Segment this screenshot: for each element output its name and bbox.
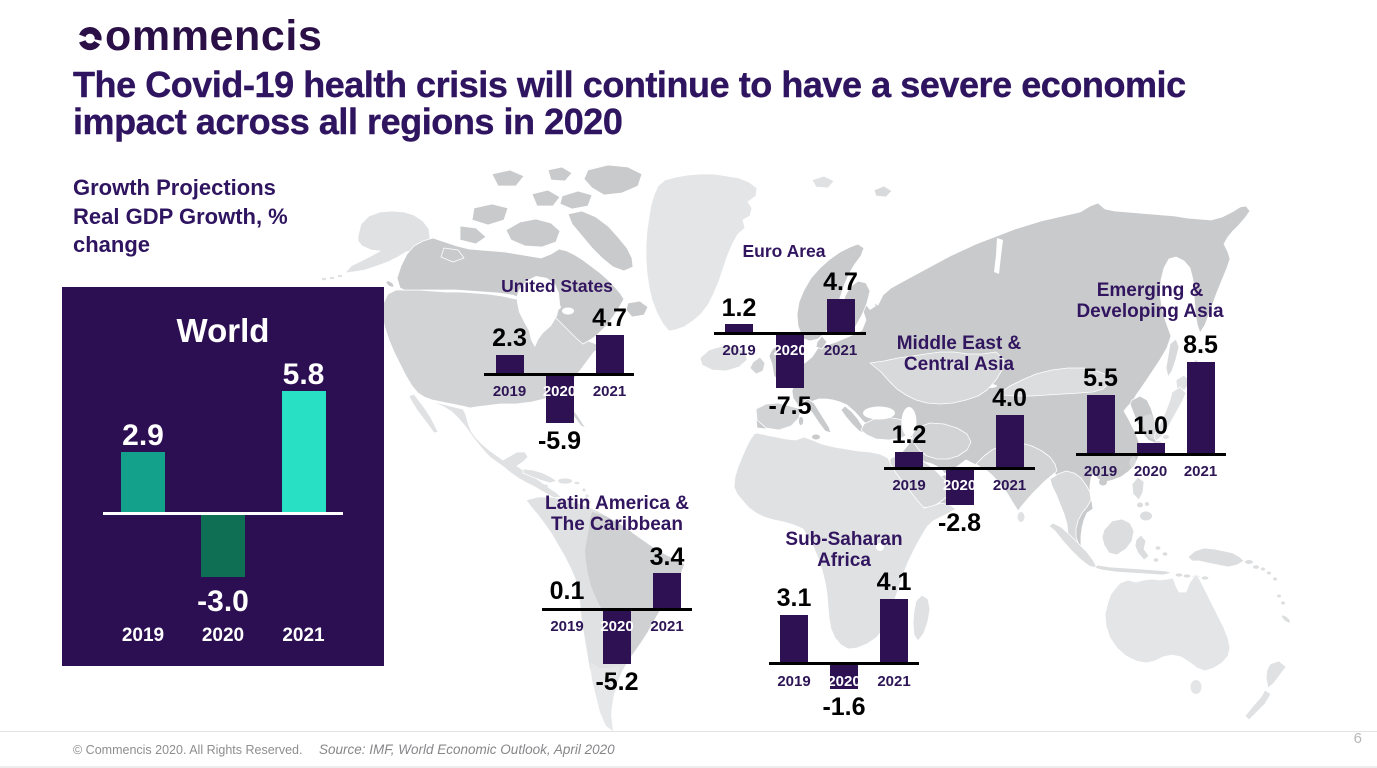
svg-text:ommencis: ommencis (105, 14, 323, 58)
